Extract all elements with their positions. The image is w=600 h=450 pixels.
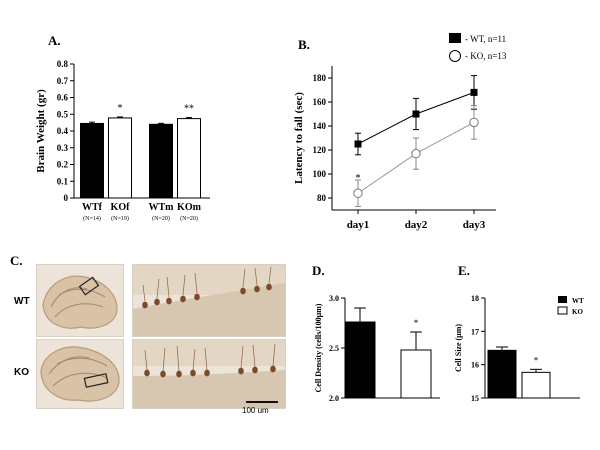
- a-y-tick-label: 0.4: [57, 126, 69, 136]
- e-y-tick-label: 15: [471, 394, 479, 403]
- b-y-tick-label: 180: [313, 73, 327, 83]
- a-y-tick-label: 0.3: [57, 143, 69, 153]
- b-x-tick-label: day3: [463, 219, 486, 231]
- b-point-wt: [354, 140, 362, 148]
- b-y-tick-label: 140: [313, 121, 327, 131]
- e-y-tick-label: 18: [471, 294, 479, 303]
- e-y-tick-label: 16: [471, 361, 479, 370]
- b-y-axis-label: Latency to fall (sec): [293, 92, 305, 184]
- ko-lowmag-image: [40, 346, 120, 402]
- d-y-tick-label: 2.5: [329, 344, 339, 353]
- a-category-label: WTf: [82, 202, 103, 213]
- d-y-axis-label: Cell Density (cells/100μm): [314, 303, 323, 392]
- e-y-axis-label: Cell Size (μm): [454, 324, 463, 372]
- e-legend-marker-ko: [557, 306, 568, 315]
- b-point-wt: [470, 88, 478, 96]
- ko-roi-box: [83, 373, 109, 388]
- d-bar: [344, 321, 376, 399]
- ko-highmag-image: [133, 340, 285, 408]
- a-significance-mark: *: [118, 103, 123, 114]
- a-category-sublabel: (N=20): [152, 215, 170, 222]
- wt-purkinje-highmag: [132, 264, 286, 337]
- chart-e-cell-size: 15 16 17 18 Cell Size (μm) * WT KO: [454, 294, 584, 403]
- ko-cerebellum-lowmag: [36, 339, 124, 409]
- b-y-tick-label: 100: [313, 169, 327, 179]
- wt-roi-box: [78, 276, 100, 296]
- panel-label-b: B.: [298, 37, 310, 52]
- ko-purkinje-highmag: [132, 339, 286, 409]
- b-legend-marker-wt: [449, 33, 461, 43]
- d-y-tick-label: 3.0: [329, 294, 339, 303]
- e-legend-label-ko: KO: [572, 308, 583, 316]
- wt-lowmag-image: [42, 275, 118, 329]
- a-y-tick-label: 0.8: [57, 59, 69, 69]
- a-y-axis-label: Brain Weight (gr): [35, 89, 47, 173]
- a-y-tick-label: 0.6: [57, 93, 69, 103]
- chart-d-cell-density: 2.0 2.5 3.0 Cell Density (cells/100μm) *: [314, 294, 440, 403]
- b-x-tick-label: day2: [405, 219, 428, 231]
- a-significance-mark: **: [184, 104, 194, 115]
- scale-bar: [246, 401, 278, 403]
- a-y-tick-label: 0: [64, 193, 69, 203]
- b-legend-marker-ko: [449, 50, 461, 62]
- a-category-label: WTm: [149, 202, 175, 213]
- a-y-tick-label: 0.2: [57, 160, 69, 170]
- e-significance-mark: *: [534, 355, 539, 365]
- panel-label-e: E.: [458, 263, 470, 278]
- a-category-sublabel: (N=19): [111, 215, 129, 222]
- row-label-wt: WT: [14, 296, 30, 307]
- e-legend-marker-wt: [558, 296, 567, 303]
- b-point-ko: [411, 148, 421, 159]
- e-y-tick-label: 17: [471, 327, 479, 336]
- panel-label-c: C.: [10, 253, 23, 268]
- chart-b-latency: 80 100 120 140 160 180 Latency to fall (sec) da…: [293, 33, 507, 231]
- a-bar: [108, 117, 132, 199]
- b-point-ko: [353, 188, 363, 198]
- e-bar: [487, 349, 517, 399]
- a-category-label: KOm: [177, 202, 202, 213]
- b-y-tick-label: 120: [313, 145, 327, 155]
- panel-label-a: A.: [48, 33, 61, 48]
- b-point-wt: [412, 110, 420, 118]
- wt-highmag-image: [133, 265, 285, 336]
- e-bar: [521, 371, 551, 399]
- d-y-tick-label: 2.0: [329, 394, 339, 403]
- a-y-tick-label: 0.1: [57, 176, 69, 186]
- e-legend-label-wt: WT: [572, 297, 584, 305]
- a-bar: [149, 123, 173, 199]
- panel-label-d: D.: [312, 263, 325, 278]
- b-x-tick-label: day1: [347, 219, 370, 231]
- a-category-sublabel: (N=14): [83, 215, 101, 222]
- a-y-tick-label: 0.7: [57, 76, 69, 86]
- scale-bar-label: 100 um: [242, 406, 269, 415]
- b-significance-mark: *: [356, 173, 361, 184]
- row-label-ko: KO: [14, 367, 29, 378]
- b-legend-label-ko: - KO, n=13: [465, 51, 507, 61]
- a-category-sublabel: (N=20): [180, 215, 198, 222]
- b-point-ko: [469, 117, 479, 128]
- a-bar: [177, 118, 201, 199]
- b-y-tick-label: 160: [313, 97, 327, 107]
- b-legend-label-wt: - WT, n=11: [465, 34, 506, 44]
- a-y-tick-label: 0.5: [57, 109, 69, 119]
- a-category-label: KOf: [111, 202, 131, 213]
- d-significance-mark: *: [414, 318, 419, 328]
- b-y-tick-label: 80: [317, 193, 327, 203]
- d-bar: [400, 349, 432, 399]
- wt-cerebellum-lowmag: [36, 264, 124, 337]
- chart-a-brain-weight: 0 0.1 0.2 0.3 0.4 0.5 0.6 0.7 0.8 Brain Weight (g…: [35, 59, 210, 222]
- a-bar: [80, 122, 104, 199]
